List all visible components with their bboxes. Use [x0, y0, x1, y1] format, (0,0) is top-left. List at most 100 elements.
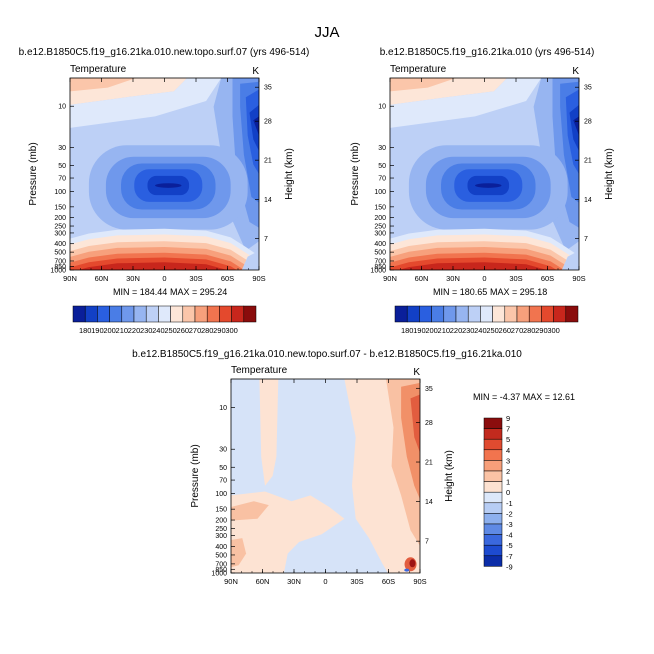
colorbar-swatch	[553, 305, 567, 323]
contour-band-south-5	[569, 104, 579, 151]
panel-2-min: MIN = 180.65	[433, 287, 487, 297]
p-tick-label: 70	[378, 176, 386, 183]
colorbar-swatch	[467, 305, 481, 323]
colorbar-label: 190	[413, 326, 426, 335]
x-tick-label: 0	[162, 274, 166, 283]
h-tick-label: 28	[264, 119, 272, 126]
panel-2-ylabel: Pressure (mb)	[350, 142, 361, 205]
p-tick-label: 200	[374, 215, 386, 222]
p-tick-label: 250	[374, 224, 386, 231]
p-tick-label: 700	[215, 561, 227, 568]
x-tick-label: 30N	[446, 274, 460, 283]
colorbar-swatch	[483, 555, 503, 567]
colorbar-swatch	[158, 305, 171, 323]
contour-band-south-5	[249, 104, 259, 151]
colorbar-swatch	[443, 305, 457, 323]
panel-1-axes: 90N 60N 30N 0 30S 60S 90S103050701001502002503…	[50, 78, 272, 283]
p-tick-label: 1000	[50, 268, 66, 275]
colorbar-swatch	[483, 417, 503, 429]
colorbar-swatch	[483, 460, 503, 472]
panel-1-min: MIN = 184.44	[113, 287, 167, 297]
colorbar-swatch	[483, 502, 503, 514]
panel-3-title: b.e12.B1850C5.f19_g16.21ka.010.new.topo.…	[132, 349, 522, 360]
panel-3-minmax: MIN = -4.37 MAX = 12.61	[473, 392, 575, 402]
x-tick-label: 60N	[415, 274, 429, 283]
colorbar-label: 240	[474, 326, 487, 335]
h-tick-label: 28	[425, 420, 433, 427]
colorbar-swatch	[84, 305, 98, 323]
contour-band-strat-light	[70, 78, 222, 128]
colorbar-label: -1	[506, 499, 513, 508]
colorbar-label: 0	[506, 488, 510, 497]
p-tick-label: 30	[378, 145, 386, 152]
x-tick-label: 30N	[126, 274, 140, 283]
panel-3-colorbar: 9 75 43 2 10 -1-2 -3 -4-5 -7-9	[483, 414, 513, 571]
panel-3: b.e12.B1850C5.f19_g16.21ka.010.new.topo.…	[132, 349, 575, 586]
colorbar-swatch	[541, 305, 554, 323]
contour-band-diff-right-4	[410, 394, 420, 453]
colorbar-swatch	[133, 305, 147, 323]
p-tick-label: 150	[215, 507, 227, 514]
p-tick-label: 400	[54, 241, 66, 248]
x-tick-label: 90N	[383, 274, 397, 283]
h-tick-label: 7	[584, 236, 588, 243]
p-tick-label: 500	[374, 250, 386, 257]
colorbar-label: 180	[401, 326, 414, 335]
colorbar-swatch	[206, 305, 220, 323]
colorbar-label: 280	[201, 326, 214, 335]
colorbar-label: 250	[486, 326, 499, 335]
p-tick-label: 500	[215, 552, 227, 559]
colorbar-label: 260	[177, 326, 190, 335]
colorbar-swatch	[480, 305, 493, 323]
panel-3-contour-field	[231, 379, 420, 573]
colorbar-label: -9	[506, 562, 513, 571]
colorbar-swatch	[194, 305, 208, 323]
panel-3-axes: 90N 60N 30N 0 30S 60S 90S103050701001502002503…	[211, 379, 433, 586]
contour-band-strat-warm2	[390, 78, 457, 92]
colorbar-label: 2	[506, 467, 510, 476]
colorbar-swatch	[431, 305, 445, 323]
p-tick-label: 250	[215, 526, 227, 533]
p-tick-label: 50	[58, 163, 66, 170]
p-tick-label: 100	[374, 189, 386, 196]
h-tick-label: 14	[264, 197, 272, 204]
panel-2-colorbar: 180 190 200 210 220 230 240 250 260 270 280 290 300	[394, 305, 579, 335]
colorbar-swatch	[72, 305, 86, 323]
x-tick-label: 60N	[256, 577, 270, 586]
x-tick-label: 30S	[189, 274, 202, 283]
panel-2-max: MAX = 295.18	[490, 287, 547, 297]
colorbar-label: 280	[523, 326, 536, 335]
p-tick-label: 100	[54, 189, 66, 196]
x-tick-label: 90N	[63, 274, 77, 283]
colorbar-swatch	[504, 305, 518, 323]
p-tick-label: 10	[58, 104, 66, 111]
x-tick-label: 60S	[221, 274, 234, 283]
p-tick-label: 300	[54, 230, 66, 237]
panel-1-contour-field	[70, 78, 259, 270]
x-tick-label: 90S	[252, 274, 265, 283]
panel-1-units-label: K	[252, 66, 259, 77]
x-tick-label: 30S	[350, 577, 363, 586]
colorbar-swatch	[483, 523, 503, 535]
contour-band-diff-ridge-north	[259, 379, 279, 486]
colorbar-label: 4	[506, 446, 510, 455]
colorbar-label: 200	[425, 326, 438, 335]
colorbar-label: 180	[79, 326, 92, 335]
colorbar-swatch	[483, 534, 503, 546]
colorbar-label: 300	[547, 326, 560, 335]
colorbar-swatch	[419, 305, 432, 323]
p-tick-label: 500	[54, 250, 66, 257]
colorbar-swatch	[483, 438, 503, 451]
colorbar-label: 230	[462, 326, 475, 335]
h-tick-label: 14	[584, 197, 592, 204]
p-tick-label: 200	[215, 518, 227, 525]
panel-1-y2label: Height (km)	[284, 148, 295, 200]
colorbar-swatch	[483, 481, 503, 493]
h-tick-label: 21	[584, 158, 592, 165]
colorbar-label: 1	[506, 478, 510, 487]
colorbar-label: -2	[506, 509, 513, 518]
colorbar-swatch	[483, 491, 503, 504]
colorbar-swatch	[170, 305, 184, 323]
contour-band-diff-lower-2	[231, 501, 269, 521]
